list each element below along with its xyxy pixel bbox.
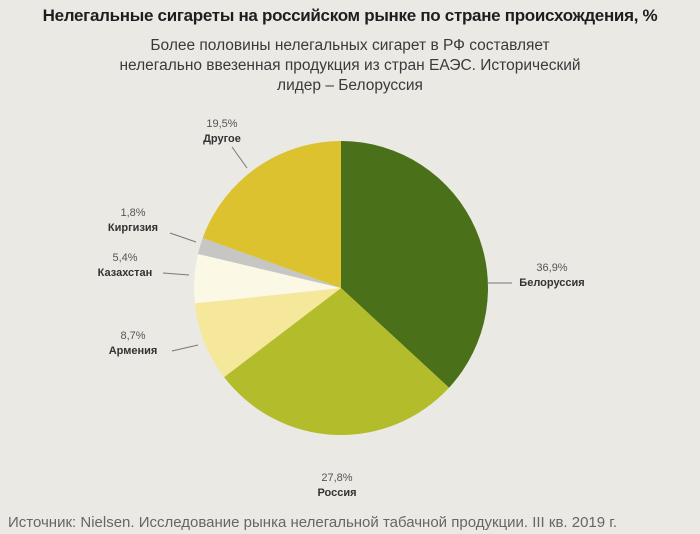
pie-slice: [197, 238, 341, 288]
slice-name: Армения: [108, 345, 158, 357]
slice-name: Россия: [317, 487, 357, 499]
label-russia: 27,8% Россия: [317, 471, 356, 501]
slice-percent: 27,8%: [321, 472, 353, 484]
source-note: Источник: Nielsen. Исследование рынка не…: [8, 514, 618, 531]
pie-slice: [202, 141, 341, 288]
slice-percent: 36,9%: [536, 262, 568, 274]
pie-slice: [194, 288, 341, 378]
label-kazakhstan: 5,4% Казахстан: [98, 251, 153, 281]
label-armenia: 8,7% Армения: [109, 329, 158, 359]
chart-title: Нелегальные сигареты на российском рынке…: [42, 6, 658, 25]
slice-percent: 5,4%: [112, 252, 138, 264]
slice-percent: 19,5%: [206, 118, 238, 130]
slice-name: Белоруссия: [519, 277, 585, 289]
slice-percent: 8,7%: [120, 330, 146, 342]
pie-slice: [341, 141, 488, 388]
leader-line: [169, 232, 197, 243]
label-belarus: 36,9% Белоруссия: [519, 261, 584, 291]
slice-percent: 1,8%: [120, 207, 146, 219]
leader-line: [162, 272, 190, 276]
slice-name: Казахстан: [97, 267, 153, 279]
label-kyrgyzstan: 1,8% Киргизия: [108, 206, 158, 236]
slice-name: Киргизия: [107, 222, 159, 234]
leader-line: [231, 146, 248, 169]
pie-slice: [194, 253, 341, 304]
slice-name: Другое: [203, 133, 241, 145]
pie-slice: [224, 288, 450, 436]
label-other: 19,5% Другое: [203, 117, 241, 147]
leader-line: [171, 344, 199, 352]
chart-subtitle: Более половины нелегальных сигарет в РФ …: [119, 37, 581, 94]
